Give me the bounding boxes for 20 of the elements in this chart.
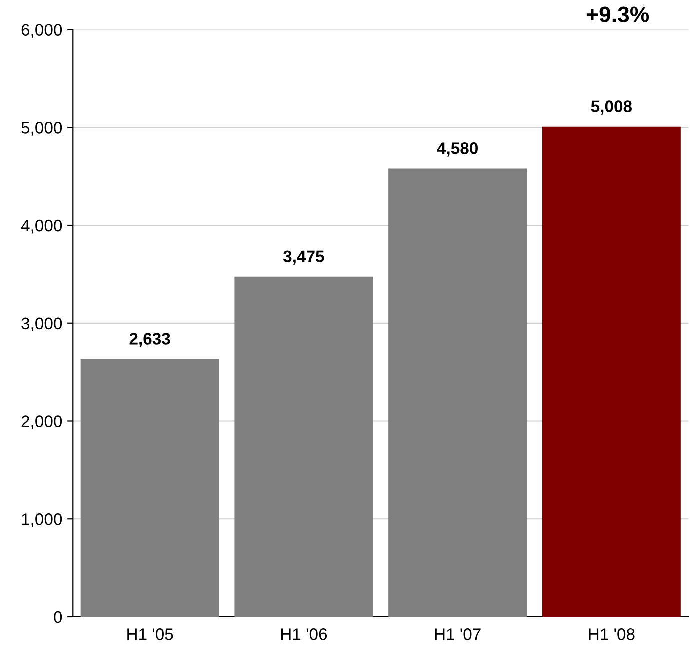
data-label: 3,475 (283, 250, 324, 265)
x-tick-label: H1 '07 (435, 628, 481, 640)
y-tick-label: 0 (54, 611, 62, 624)
y-tick-label: 1,000 (22, 514, 62, 528)
bar (388, 168, 528, 617)
y-tick-label: 2,000 (22, 416, 62, 430)
text: +9.3% (586, 6, 650, 22)
data-label: 2,633 (130, 333, 170, 348)
bar (542, 126, 681, 617)
y-tick-label: 3,000 (22, 318, 62, 332)
y-tick-label: 5,000 (22, 122, 62, 136)
x-tick-label: H1 '08 (589, 628, 635, 640)
data-label: 5,008 (591, 100, 632, 115)
y-tick-label: 4,000 (21, 220, 62, 234)
x-tick-label: H1 '06 (281, 628, 328, 640)
y-tick-label: 6,000 (22, 24, 62, 38)
bar (80, 359, 220, 617)
data-label: 4,580 (437, 142, 478, 157)
x-tick-label: H1 '05 (128, 628, 174, 640)
bar (234, 276, 374, 617)
